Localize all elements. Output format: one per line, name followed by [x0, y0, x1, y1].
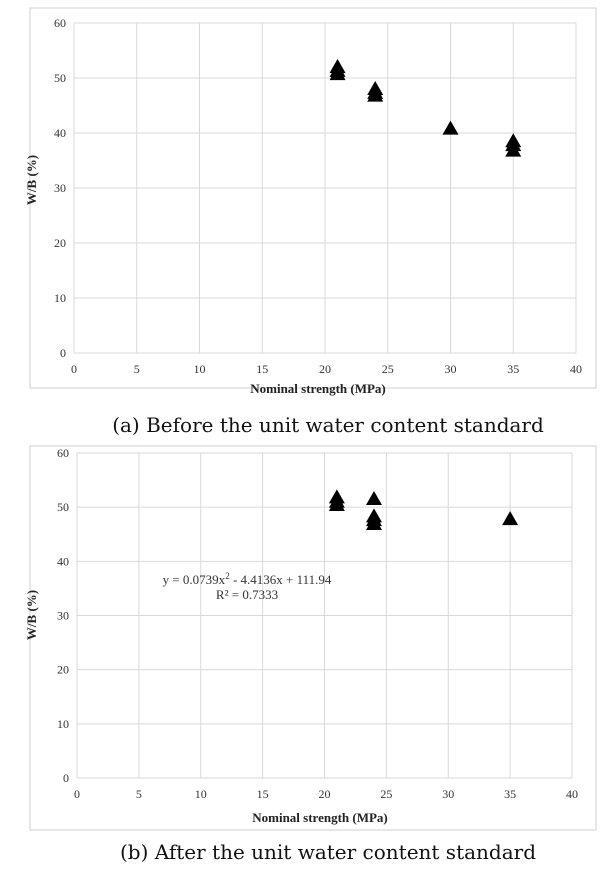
y-tick-label: 40	[54, 126, 66, 140]
data-point-triangle	[502, 511, 519, 526]
y-tick-label: 60	[57, 446, 69, 460]
data-point-triangle	[505, 142, 522, 157]
x-tick-label: 0	[74, 787, 80, 801]
equation-prefix: y = 0.0739x	[163, 572, 226, 587]
data-point-triangle	[366, 491, 382, 506]
chart-a-y-tick-labels: 0 10 20 30 40 50 60	[54, 16, 66, 360]
chart-b-x-axis-title: Nominal strength (MPa)	[252, 810, 388, 825]
y-tick-label: 10	[57, 717, 69, 731]
x-tick-label: 30	[442, 787, 454, 801]
chart-a-points	[329, 59, 522, 157]
data-point-triangle	[328, 497, 345, 511]
x-tick-label: 20	[319, 362, 331, 376]
x-tick-label: 25	[382, 362, 394, 376]
chart-a-y-axis-title: W/B (%)	[24, 155, 39, 205]
y-tick-label: 20	[57, 663, 69, 677]
y-tick-label: 10	[54, 291, 66, 305]
chart-panel-b: 0 10 20 30 40 50 60 0 5 10 15 20 25 30 35 40 y = 0.073…	[24, 445, 597, 864]
x-tick-label: 25	[380, 787, 392, 801]
chart-a-x-tick-labels: 0 5 10 15 20 25 30 35 40	[71, 362, 582, 376]
chart-a-frame	[29, 7, 597, 389]
x-tick-label: 10	[194, 362, 206, 376]
chart-b-points	[328, 489, 519, 530]
chart-b-y-tick-labels: 0 10 20 30 40 50 60	[57, 446, 69, 785]
x-tick-label: 0	[71, 362, 77, 376]
data-point-triangle	[367, 87, 384, 102]
x-tick-label: 35	[504, 787, 516, 801]
chart-b-gridlines	[76, 452, 573, 779]
chart-a-x-axis-title: Nominal strength (MPa)	[250, 381, 386, 396]
x-tick-label: 15	[256, 362, 268, 376]
data-point-triangle	[442, 120, 459, 135]
chart-a-caption: (a) Before the unit water content standa…	[112, 413, 544, 437]
y-tick-label: 50	[54, 71, 66, 85]
data-point-triangle	[366, 515, 382, 530]
x-tick-label: 30	[445, 362, 457, 376]
chart-a-gridlines	[73, 22, 577, 354]
chart-b-x-tick-labels: 0 5 10 15 20 25 30 35 40	[74, 787, 578, 801]
chart-b-r-squared: R² = 0.7333	[216, 587, 278, 602]
y-tick-label: 30	[54, 181, 66, 195]
chart-b-frame	[29, 445, 597, 831]
x-tick-label: 5	[134, 362, 140, 376]
y-tick-label: 60	[54, 16, 66, 30]
y-tick-label: 20	[54, 236, 66, 250]
y-tick-label: 40	[57, 554, 69, 568]
chart-b-caption: (b) After the unit water content standar…	[120, 840, 536, 864]
x-tick-label: 40	[570, 362, 582, 376]
x-tick-label: 15	[257, 787, 269, 801]
equation-exponent: 2	[225, 571, 230, 581]
y-tick-label: 0	[60, 346, 66, 360]
equation-suffix: - 4.4136x + 111.94	[230, 572, 332, 587]
chart-b-trendline-equation: y = 0.0739x2 - 4.4136x + 111.94	[163, 571, 332, 587]
chart-panel-a: 0 10 20 30 40 50 60 0 5 10 15 20 25 30 35 40 Nominal s…	[24, 7, 597, 437]
x-tick-label: 40	[566, 787, 578, 801]
x-tick-label: 10	[195, 787, 207, 801]
data-point-triangle	[329, 66, 346, 81]
x-tick-label: 5	[136, 787, 142, 801]
y-tick-label: 50	[57, 500, 69, 514]
x-tick-label: 35	[507, 362, 519, 376]
y-tick-label: 30	[57, 609, 69, 623]
x-tick-label: 20	[319, 787, 331, 801]
chart-b-y-axis-title: W/B (%)	[24, 590, 39, 640]
y-tick-label: 0	[63, 771, 69, 785]
